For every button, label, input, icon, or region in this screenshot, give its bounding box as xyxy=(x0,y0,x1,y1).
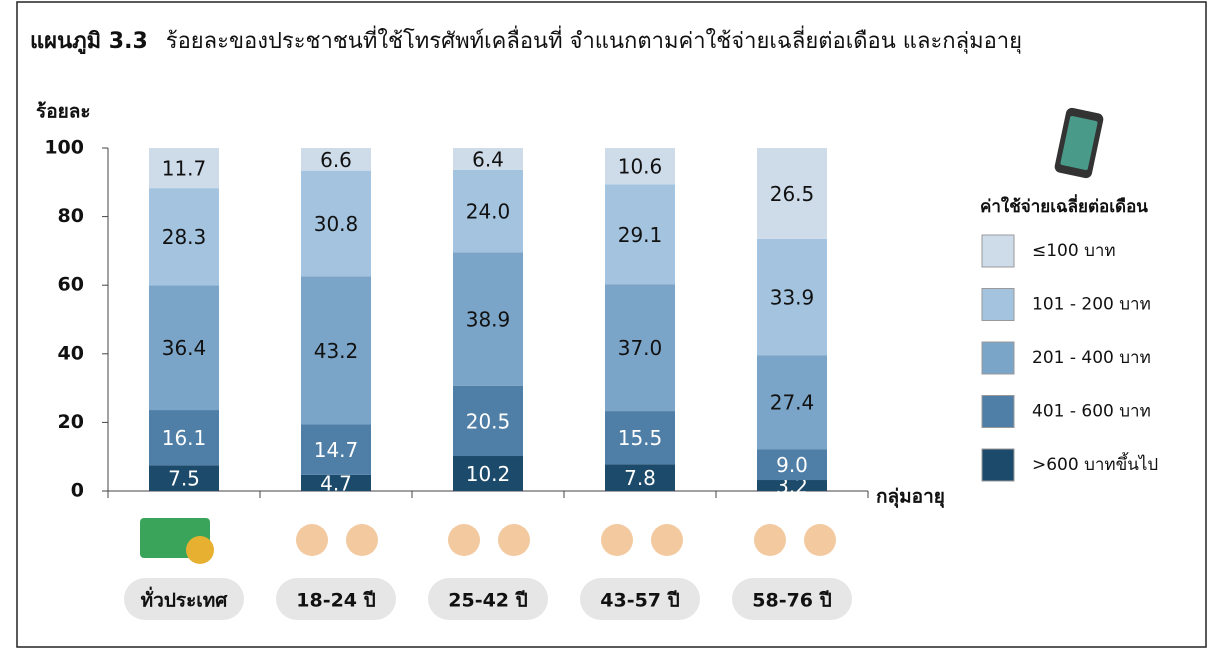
bar-segment xyxy=(149,465,219,491)
value-label: 10.6 xyxy=(618,155,663,179)
value-label: 9.0 xyxy=(776,453,808,477)
bar-segment xyxy=(301,424,371,475)
category-pill xyxy=(580,578,700,620)
value-label: 20.5 xyxy=(466,409,511,433)
legend-swatch xyxy=(981,341,1015,375)
value-label: 28.3 xyxy=(162,225,207,249)
legend-label: >600 บาทขึ้นไป xyxy=(1032,452,1158,475)
category-pill xyxy=(732,578,852,620)
y-tick-label: 60 xyxy=(58,274,84,296)
legend-swatch xyxy=(981,395,1015,428)
bar-segment xyxy=(301,474,371,491)
legend-swatch xyxy=(981,448,1015,482)
legend-swatch xyxy=(981,234,1015,268)
chart-title: แผนภูมิ 3.3 ร้อยละของประชาชนที่ใช้โทรศัพท… xyxy=(30,25,1022,55)
value-label: 7.8 xyxy=(624,466,656,490)
value-label: 6.4 xyxy=(472,147,504,171)
value-label: 15.5 xyxy=(618,426,663,450)
value-label: 27.4 xyxy=(770,391,815,415)
bar-segment xyxy=(453,252,523,386)
value-label: 33.9 xyxy=(770,286,815,310)
value-label: 7.5 xyxy=(168,467,200,491)
bar-segment xyxy=(301,148,371,171)
phone-icon xyxy=(1054,107,1104,179)
bar-segment xyxy=(149,148,219,189)
x-tick-label: 25-42 ปี xyxy=(448,590,527,612)
x-tick-label: 58-76 ปี xyxy=(752,590,831,612)
y-tick-label: 0 xyxy=(71,480,84,502)
legend-label: 201 - 400 บาท xyxy=(1032,348,1151,368)
y-tick-label: 80 xyxy=(58,205,84,227)
value-label: 36.4 xyxy=(162,336,207,360)
bar-segment xyxy=(605,148,675,185)
value-label: 30.8 xyxy=(314,212,359,236)
bar-segment xyxy=(757,449,827,481)
bar-segment xyxy=(757,238,827,356)
bar-segment xyxy=(605,184,675,285)
value-label: 14.7 xyxy=(314,438,359,462)
bar-segment xyxy=(149,410,219,466)
x-axis-label: กลุ่มอายุ xyxy=(876,486,945,509)
value-label: 24.0 xyxy=(466,200,511,224)
bar-segment xyxy=(605,411,675,465)
bar-segment xyxy=(757,148,827,239)
legend-swatch xyxy=(981,288,1015,321)
legend-label: ≤100 บาท xyxy=(1032,241,1116,261)
bar-segment xyxy=(301,276,371,425)
title-label: แผนภูมิ 3.3 xyxy=(30,29,148,55)
value-label: 11.7 xyxy=(162,157,207,181)
bar-segment xyxy=(453,385,523,457)
value-label: 6.6 xyxy=(320,148,352,172)
x-tick-label: 18-24 ปี xyxy=(296,590,375,612)
bar-segment xyxy=(149,285,219,411)
x-tick-label: ทั่วประเทศ xyxy=(141,587,229,612)
title-text: ร้อยละของประชาชนที่ใช้โทรศัพท์เคลื่อนที่… xyxy=(166,25,1022,54)
category-pill xyxy=(124,578,244,620)
value-label: 37.0 xyxy=(618,336,663,360)
bar-segment xyxy=(149,188,219,286)
bar-segment xyxy=(453,148,523,170)
category-pill xyxy=(428,578,548,620)
value-label: 43.2 xyxy=(314,339,359,363)
bar-segment xyxy=(605,284,675,412)
y-axis-label: ร้อยละ xyxy=(36,101,91,123)
bar-segment xyxy=(605,464,675,491)
y-tick-label: 40 xyxy=(58,342,84,364)
value-label: 10.2 xyxy=(466,462,511,486)
x-tick-label: 43-57 ปี xyxy=(600,590,679,612)
value-label: 29.1 xyxy=(618,223,663,247)
value-label: 26.5 xyxy=(770,182,815,206)
bar-segment xyxy=(757,480,827,491)
category-pill xyxy=(276,578,396,620)
bar-segment xyxy=(301,170,371,277)
legend-label: 401 - 600 บาท xyxy=(1032,402,1151,422)
bar-segment xyxy=(757,355,827,450)
legend-label: 101 - 200 บาท xyxy=(1032,295,1151,315)
value-label: 4.7 xyxy=(320,471,352,495)
legend-title: ค่าใช้จ่ายเฉลี่ยต่อเดือน xyxy=(980,194,1148,217)
bar-segment xyxy=(453,456,523,491)
value-label: 16.1 xyxy=(162,426,207,450)
bar-segment xyxy=(453,169,523,253)
value-label: 38.9 xyxy=(466,307,511,331)
y-tick-label: 20 xyxy=(58,411,84,433)
y-tick-label: 100 xyxy=(44,137,84,159)
icons xyxy=(140,518,836,564)
